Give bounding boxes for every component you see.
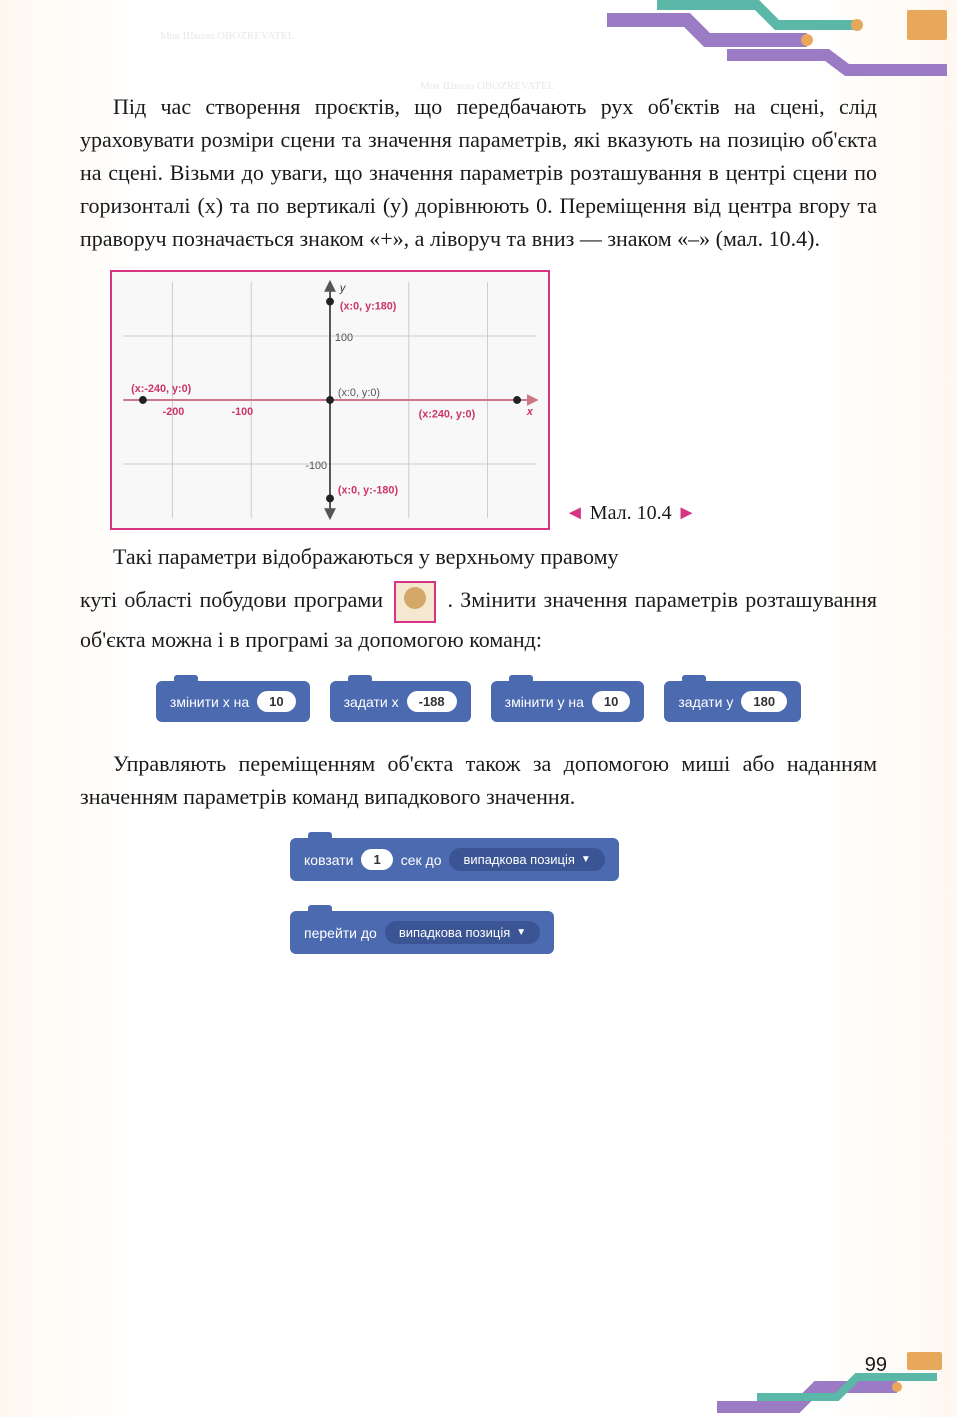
chevron-down-icon: ▼ [516,927,526,938]
figure-caption: ◄ Мал. 10.4 ► [565,502,696,530]
figure-10-4-box: y x -200 -100 100 -100 (x:0, y:180) (x:-… [110,270,550,530]
paragraph-2b: куті області побудови програми . Змінити… [80,581,877,656]
paragraph-2a-text: Такі параметри відображаються у верхньом… [113,544,619,569]
block-value[interactable]: -188 [407,691,457,712]
chevron-down-icon: ▼ [581,854,591,865]
block-value[interactable]: 1 [361,849,392,870]
figure-caption-text: Мал. 10.4 [590,502,672,524]
block-change-y[interactable]: змінити y на 10 [491,681,645,722]
point-left: (x:-240, y:0) [131,383,192,395]
block-mid: сек до [401,852,442,868]
x-axis-label: x [526,406,534,418]
paragraph-3: Управляють переміщенням об'єкта також за… [80,747,877,813]
sprite-info-icon [394,581,436,623]
paragraph-3-text: Управляють переміщенням об'єкта також за… [80,751,877,809]
page-number: 99 [865,1354,887,1377]
tick-neg100: -100 [232,406,254,418]
block-change-x[interactable]: змінити x на 10 [156,681,310,722]
block-label: задати x [344,694,399,710]
blocks-column-2: ковзати 1 сек до випадкова позиція ▼ пер… [290,838,877,954]
block-value[interactable]: 10 [592,691,630,712]
point-bottom: (x:0, y:-180) [338,485,399,497]
tick-neg100y: -100 [305,460,327,472]
block-goto[interactable]: перейти до випадкова позиція ▼ [290,911,554,954]
point-right: (x:240, y:0) [419,409,476,421]
paragraph-1-text: Під час створення проєктів, що передбача… [80,94,877,251]
coordinate-chart: y x -200 -100 100 -100 (x:0, y:180) (x:-… [112,272,548,528]
tick-pos100y: 100 [335,332,353,344]
block-label: змінити y на [505,694,584,710]
block-set-x[interactable]: задати x -188 [330,681,471,722]
block-value[interactable]: 180 [741,691,787,712]
block-glide[interactable]: ковзати 1 сек до випадкова позиція ▼ [290,838,619,881]
decoration-bottom [677,1337,957,1417]
dropdown-text: випадкова позиція [463,852,574,867]
block-value[interactable]: 10 [257,691,295,712]
caption-decor-right: ► [677,502,697,524]
block-label: змінити x на [170,694,249,710]
block-label: задати y [678,694,733,710]
point-top: (x:0, y:180) [340,300,397,312]
figure-10-4-container: y x -200 -100 100 -100 (x:0, y:180) (x:-… [110,270,877,530]
paragraph-2b-text1: куті області побудови програми [80,587,390,612]
caption-decor-left: ◄ [565,502,585,524]
decoration-top [607,0,957,90]
watermark: Моя Школа OBOZREVATEL [160,30,294,42]
block-prefix: ковзати [304,852,353,868]
paragraph-2a: Такі параметри відображаються у верхньом… [80,540,877,573]
point-center: (x:0, y:0) [338,387,380,399]
y-axis-label: y [339,283,346,295]
blocks-row-1: змінити x на 10 задати x -188 змінити y … [80,681,877,722]
block-set-y[interactable]: задати y 180 [664,681,801,722]
block-prefix: перейти до [304,925,377,941]
paragraph-1: Під час створення проєктів, що передбача… [80,90,877,255]
tick-neg200: -200 [163,406,185,418]
dropdown-text: випадкова позиція [399,925,510,940]
block-dropdown[interactable]: випадкова позиція ▼ [385,921,540,944]
block-dropdown[interactable]: випадкова позиція ▼ [449,848,604,871]
